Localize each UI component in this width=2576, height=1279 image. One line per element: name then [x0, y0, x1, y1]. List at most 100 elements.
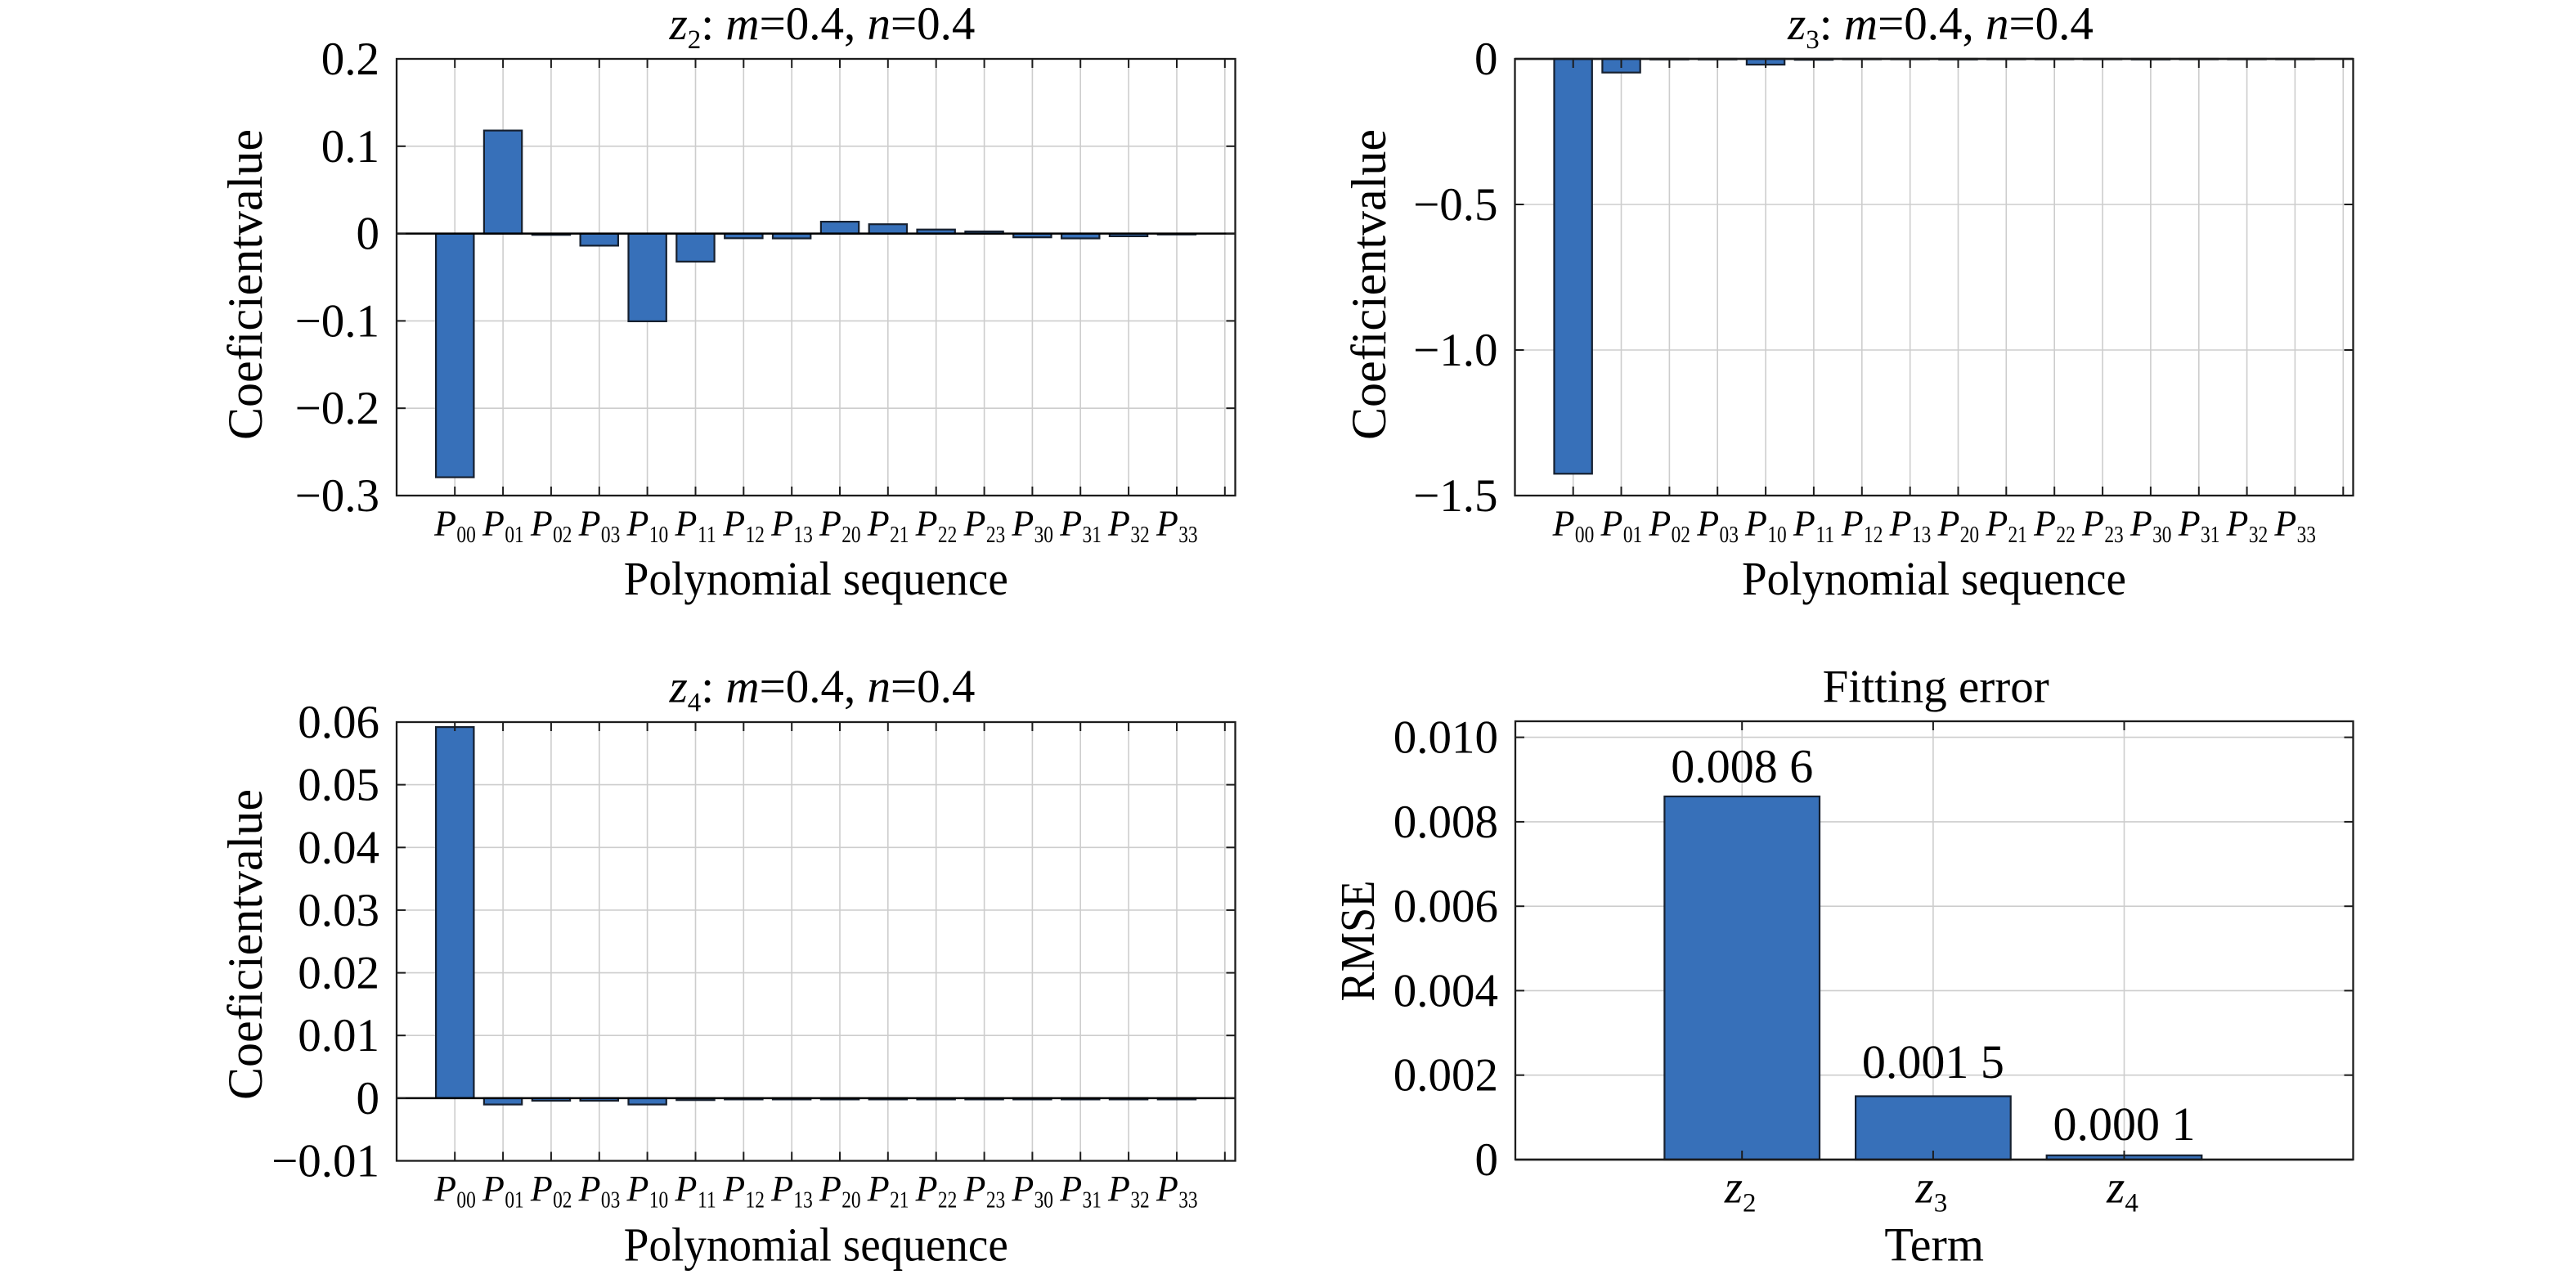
svg-text:P: P — [1059, 504, 1082, 544]
svg-text:Coeficientvalue: Coeficientvalue — [218, 129, 272, 440]
svg-text:RMSE: RMSE — [1331, 881, 1384, 1002]
svg-text:0.004: 0.004 — [1393, 965, 1498, 1016]
svg-text:P: P — [963, 504, 986, 544]
svg-text:Polynomial sequence: Polynomial sequence — [1742, 552, 2126, 605]
svg-text:P: P — [1107, 1169, 1130, 1209]
svg-text:30: 30 — [2152, 522, 2171, 548]
svg-text:0.2: 0.2 — [321, 34, 379, 85]
svg-text:Coeficientvalue: Coeficientvalue — [218, 789, 272, 1100]
svg-text:P: P — [1059, 1169, 1082, 1209]
svg-text:Polynomial sequence: Polynomial sequence — [624, 1218, 1008, 1272]
svg-text:P: P — [1648, 504, 1671, 544]
svg-text:30: 30 — [1034, 1187, 1053, 1213]
svg-text:P: P — [1985, 504, 2008, 544]
svg-text:21: 21 — [2008, 522, 2027, 548]
svg-text:21: 21 — [890, 522, 909, 548]
svg-text:33: 33 — [2297, 522, 2316, 548]
svg-text:P: P — [1600, 504, 1623, 544]
svg-text:0.1: 0.1 — [321, 121, 379, 173]
svg-text:P: P — [963, 1169, 986, 1209]
svg-text:23: 23 — [986, 1187, 1005, 1213]
svg-text:−0.01: −0.01 — [272, 1136, 379, 1187]
svg-text:0: 0 — [1475, 1134, 1499, 1186]
svg-text:0.05: 0.05 — [298, 760, 379, 811]
svg-text:P: P — [1011, 504, 1034, 544]
svg-text:0.03: 0.03 — [298, 885, 379, 936]
svg-text:Polynomial sequence: Polynomial sequence — [624, 552, 1008, 605]
svg-text:0.008: 0.008 — [1393, 797, 1498, 848]
svg-text:P: P — [867, 1169, 890, 1209]
svg-text:0: 0 — [357, 209, 380, 260]
svg-text:00: 00 — [456, 1187, 475, 1213]
svg-text:01: 01 — [505, 522, 523, 548]
svg-text:13: 13 — [793, 522, 812, 548]
svg-text:P: P — [2178, 504, 2201, 544]
svg-text:P: P — [1936, 504, 1959, 544]
svg-text:32: 32 — [2249, 522, 2268, 548]
svg-text:22: 22 — [938, 522, 957, 548]
svg-text:P: P — [915, 1169, 938, 1209]
svg-text:13: 13 — [793, 1187, 812, 1213]
svg-text:0: 0 — [1474, 34, 1498, 85]
svg-text:33: 33 — [1178, 522, 1197, 548]
svg-text:10: 10 — [649, 1187, 668, 1213]
svg-text:Term: Term — [1884, 1218, 1984, 1272]
svg-text:0.001 5: 0.001 5 — [1862, 1035, 2004, 1088]
svg-text:13: 13 — [1912, 522, 1931, 548]
svg-text:z2: m=0.4, n=0.4: z2: m=0.4, n=0.4 — [669, 0, 976, 55]
svg-text:23: 23 — [2104, 522, 2123, 548]
svg-text:P: P — [1011, 1169, 1034, 1209]
svg-text:P: P — [530, 1169, 553, 1209]
svg-text:z3: z3 — [1915, 1162, 1948, 1218]
svg-text:0.008 6: 0.008 6 — [1671, 740, 1813, 793]
svg-text:P: P — [722, 504, 745, 544]
svg-text:−0.5: −0.5 — [1413, 179, 1497, 231]
svg-text:30: 30 — [1034, 522, 1053, 548]
svg-text:P: P — [1889, 504, 1912, 544]
svg-text:0.04: 0.04 — [298, 822, 379, 873]
svg-text:23: 23 — [986, 522, 1005, 548]
svg-text:12: 12 — [746, 522, 765, 548]
svg-text:P: P — [1156, 1169, 1178, 1209]
svg-text:10: 10 — [649, 522, 668, 548]
svg-text:−1.5: −1.5 — [1413, 470, 1497, 522]
svg-text:31: 31 — [2201, 522, 2219, 548]
svg-text:0.006: 0.006 — [1393, 881, 1498, 932]
svg-text:10: 10 — [1767, 522, 1786, 548]
svg-text:P: P — [2129, 504, 2152, 544]
svg-text:P: P — [1744, 504, 1767, 544]
svg-text:0.01: 0.01 — [298, 1010, 379, 1061]
svg-text:20: 20 — [1960, 522, 1979, 548]
svg-text:P: P — [722, 1169, 745, 1209]
svg-text:P: P — [626, 1169, 649, 1209]
svg-text:03: 03 — [601, 522, 620, 548]
svg-text:−1.0: −1.0 — [1413, 325, 1497, 376]
svg-text:−0.2: −0.2 — [295, 383, 379, 434]
svg-text:P: P — [433, 1169, 456, 1209]
svg-text:0.010: 0.010 — [1393, 712, 1498, 764]
svg-text:P: P — [530, 504, 553, 544]
svg-text:P: P — [2226, 504, 2249, 544]
svg-text:12: 12 — [746, 1187, 765, 1213]
svg-text:11: 11 — [698, 1187, 716, 1213]
svg-text:P: P — [578, 504, 601, 544]
svg-text:03: 03 — [601, 1187, 620, 1213]
svg-text:22: 22 — [2056, 522, 2075, 548]
svg-text:z4: m=0.4, n=0.4: z4: m=0.4, n=0.4 — [669, 662, 976, 718]
svg-text:22: 22 — [938, 1187, 957, 1213]
svg-text:01: 01 — [505, 1187, 523, 1213]
svg-text:33: 33 — [1178, 1187, 1197, 1213]
svg-text:03: 03 — [1720, 522, 1739, 548]
svg-text:−0.1: −0.1 — [295, 295, 379, 347]
svg-text:12: 12 — [1864, 522, 1883, 548]
svg-text:00: 00 — [1575, 522, 1594, 548]
svg-text:11: 11 — [698, 522, 716, 548]
svg-text:P: P — [770, 1169, 793, 1209]
svg-text:P: P — [2273, 504, 2296, 544]
svg-text:20: 20 — [841, 1187, 860, 1213]
svg-text:02: 02 — [553, 522, 572, 548]
svg-text:20: 20 — [841, 522, 860, 548]
svg-text:P: P — [915, 504, 938, 544]
svg-text:P: P — [1793, 504, 1815, 544]
svg-text:z2: z2 — [1724, 1162, 1757, 1218]
